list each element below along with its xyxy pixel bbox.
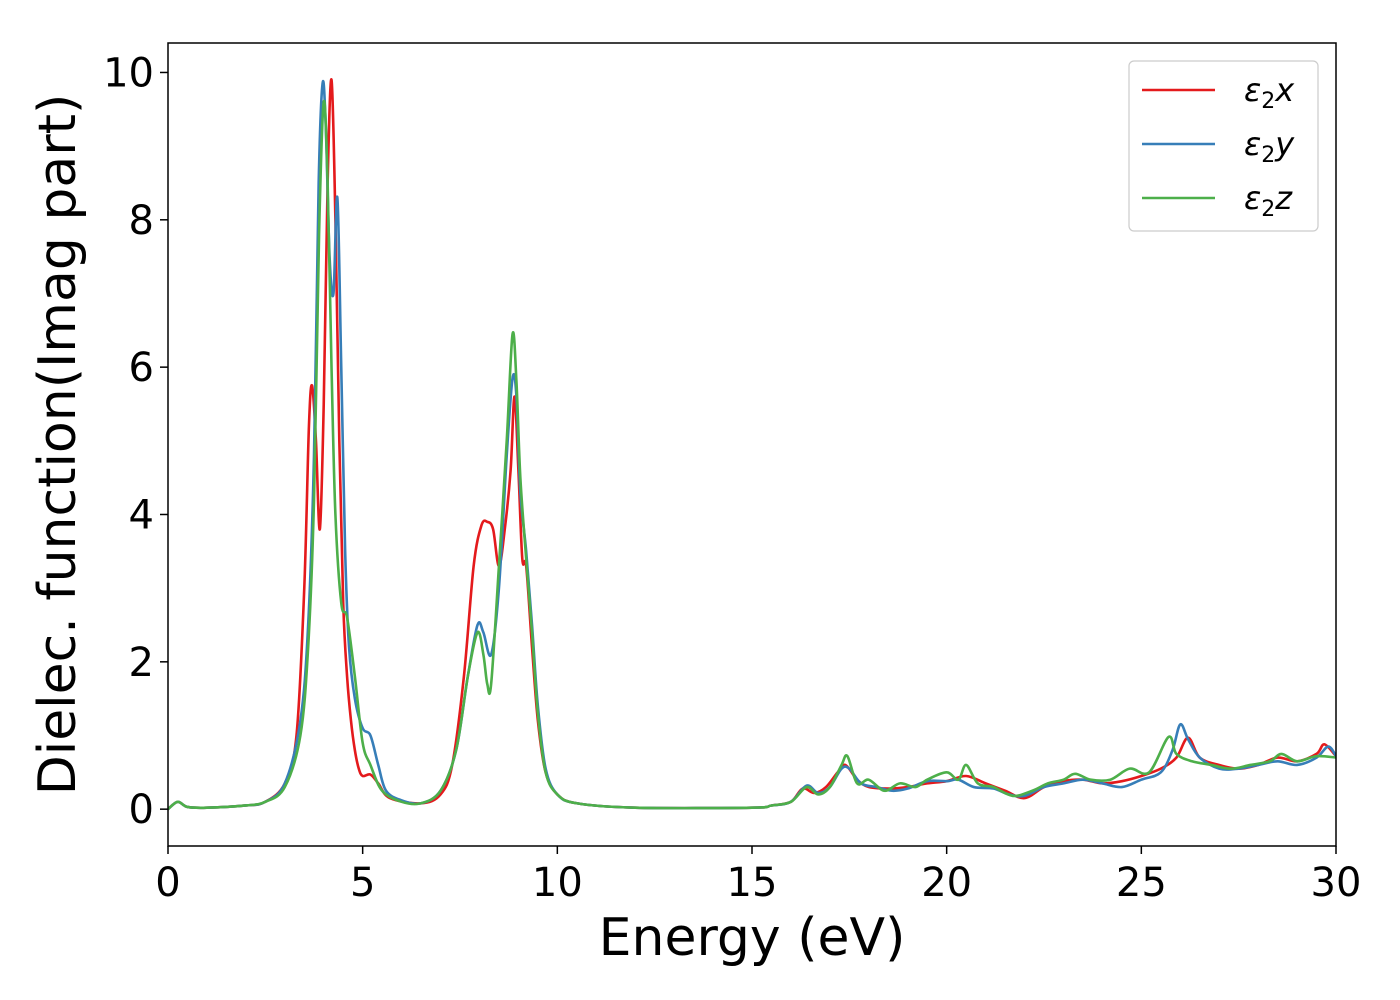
x-tick-label: 0: [155, 860, 180, 906]
y-tick-label: 4: [129, 492, 154, 538]
x-axis-title: Energy (eV): [599, 908, 906, 968]
y-axis-title: Dielec. function(Imag part): [28, 94, 88, 796]
legend-label-x: ε2x: [1244, 71, 1295, 114]
y-tick-label: 0: [129, 787, 154, 833]
x-tick-label: 10: [532, 860, 583, 906]
legend-label-z: ε2z: [1244, 179, 1293, 222]
x-tick-label: 25: [1116, 860, 1167, 906]
y-tick-label: 10: [103, 50, 154, 96]
y-tick-label: 2: [129, 640, 154, 686]
x-tick-label: 30: [1311, 860, 1362, 906]
x-tick-label: 20: [921, 860, 972, 906]
series-layer: [168, 78, 1336, 811]
x-tick-label: 5: [350, 860, 375, 906]
legend-box: [1128, 60, 1319, 232]
y-tick-label: 8: [129, 198, 154, 244]
legend: ε2x ε2y ε2z: [1128, 60, 1319, 232]
x-tick-label: 15: [727, 860, 778, 906]
legend-label-y: ε2y: [1244, 125, 1295, 168]
y-tick-label: 6: [129, 345, 154, 391]
series-line-z: [168, 99, 1336, 811]
y-axis-ticks: 0 2 4 6 8 10: [103, 50, 168, 833]
x-axis-ticks: 0 5 10 15 20 25 30: [155, 846, 1361, 906]
